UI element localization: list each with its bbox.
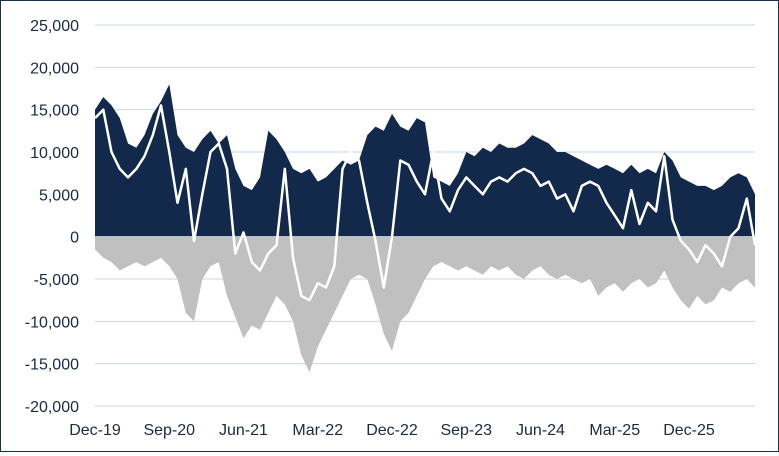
x-tick-label: Mar-25 [589,422,640,439]
x-tick-label: Mar-22 [292,422,343,439]
x-tick-label: Dec-22 [366,422,418,439]
short-positions-area [95,236,755,373]
long-positions-area [95,84,755,237]
x-axis-labels: Dec-19 Sep-20 Jun-21 Mar-22 Dec-22 Sep-23 Jun-… [69,422,715,439]
area-layer [95,84,755,373]
x-tick-label: Dec-19 [69,422,121,439]
y-tick-label: -5,000 [34,272,79,289]
y-tick-label: 0 [70,230,79,247]
y-axis-labels: 25,000 20,000 15,000 10,000 5,000 0 -5,000 -10,… [25,18,79,416]
net-position-line [94,104,757,302]
y-tick-label: 10,000 [30,145,79,162]
y-tick-label: 25,000 [30,18,79,35]
x-tick-label: Jun-21 [219,422,268,439]
y-tick-label: 15,000 [30,103,79,120]
x-tick-label: Sep-23 [440,422,492,439]
y-tick-label: 5,000 [39,187,79,204]
line-layer [94,104,757,302]
x-tick-label: Sep-20 [143,422,195,439]
y-tick-label: -20,000 [25,399,79,416]
y-tick-label: -15,000 [25,357,79,374]
x-tick-label: Dec-25 [663,422,715,439]
y-tick-label: 20,000 [30,60,79,77]
y-tick-label: -10,000 [25,314,79,331]
x-tick-label: Jun-24 [516,422,565,439]
